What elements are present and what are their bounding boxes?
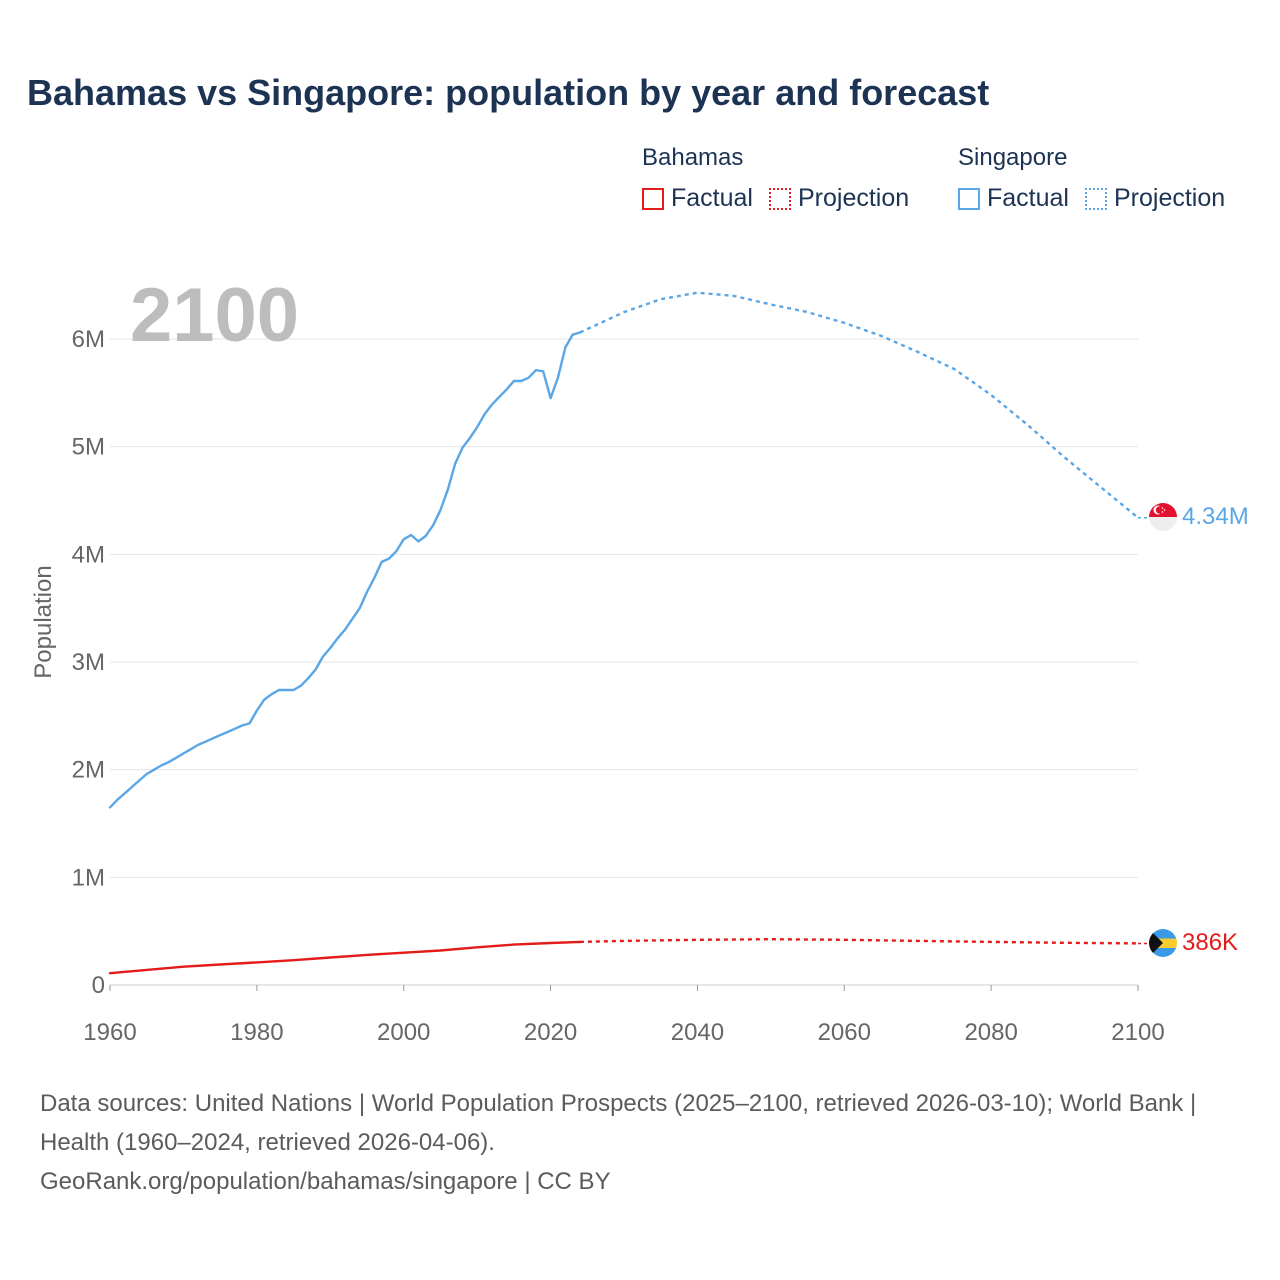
legend-bahamas-projection[interactable]: Projection <box>768 184 910 213</box>
legend-group-singapore: Singapore Factual Projection <box>958 142 1241 213</box>
x-tick-label: 2080 <box>964 1019 1017 1046</box>
x-tick-label: 2000 <box>377 1019 430 1046</box>
chart-title: Bahamas vs Singapore: population by year… <box>27 72 990 113</box>
gridlines <box>110 338 1138 986</box>
legend-label: Projection <box>797 184 910 212</box>
bahamas-flag-icon <box>1149 929 1177 957</box>
y-tick-label: 4M <box>72 541 105 568</box>
singapore-projection-line[interactable] <box>579 291 1139 519</box>
year-watermark: 2100 <box>130 273 299 358</box>
singapore-flag-icon <box>1149 503 1177 531</box>
y-axis-ticks: 0 1M 2M 3M 4M 5M 6M <box>72 326 105 999</box>
singapore-end-label: 4.34M <box>1182 503 1249 530</box>
legend-group-name: Bahamas <box>642 144 744 171</box>
source-link[interactable]: GeoRank.org/population/bahamas/singapore… <box>40 1168 611 1195</box>
population-chart: 2100 0 1M 2M 3M 4M 5M 6M 1960 1980 2000 2020 2040 2… <box>30 273 1249 1046</box>
x-tick-label: 2060 <box>818 1019 871 1046</box>
bahamas-end-label: 386K <box>1182 929 1238 956</box>
x-tick-label: 1980 <box>230 1019 283 1046</box>
y-tick-label: 3M <box>72 649 105 676</box>
data-sources: Data sources: United Nations | World Pop… <box>40 1090 1197 1156</box>
legend-swatch-dotted <box>1084 187 1107 210</box>
legend-group-bahamas: Bahamas Factual Projection <box>642 142 925 213</box>
y-tick-label: 0 <box>92 972 105 999</box>
x-axis-ticks: 1960 1980 2000 2020 2040 2060 2080 2100 <box>83 985 1165 1046</box>
legend-label: Projection <box>1113 184 1226 212</box>
x-tick-label: 1960 <box>83 1019 136 1046</box>
legend-swatch-solid <box>958 187 980 210</box>
y-axis-label: Population <box>30 565 57 678</box>
x-tick-label: 2040 <box>671 1019 724 1046</box>
y-tick-label: 6M <box>72 326 105 353</box>
bahamas-factual-line[interactable] <box>108 940 582 975</box>
singapore-factual-line[interactable] <box>108 331 582 809</box>
legend-label: Factual <box>671 184 753 212</box>
legend-singapore-projection[interactable]: Projection <box>1084 184 1226 213</box>
footer: Data sources: United Nations | World Pop… <box>40 1084 1240 1201</box>
legend-label: Factual <box>987 184 1069 212</box>
bahamas-projection-line[interactable] <box>579 937 1139 945</box>
legend-group-name: Singapore <box>958 144 1068 171</box>
legend-swatch-dotted <box>768 187 791 210</box>
x-tick-label: 2020 <box>524 1019 577 1046</box>
series-lines <box>108 291 1148 975</box>
x-tick-label: 2100 <box>1111 1019 1164 1046</box>
y-tick-label: 5M <box>72 434 105 461</box>
y-tick-label: 1M <box>72 864 105 891</box>
y-tick-label: 2M <box>72 757 105 784</box>
legend-bahamas-factual[interactable]: Factual <box>642 184 753 213</box>
legend-swatch-solid <box>642 187 664 210</box>
legend-singapore-factual[interactable]: Factual <box>958 184 1069 213</box>
